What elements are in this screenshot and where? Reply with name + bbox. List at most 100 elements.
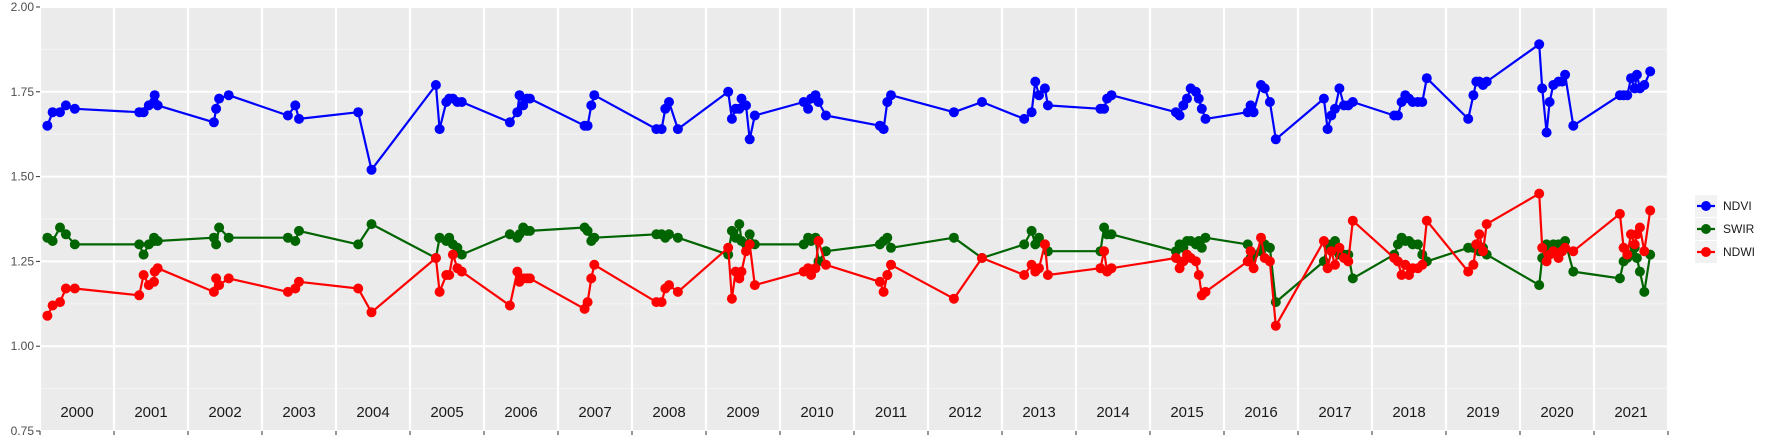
data-point <box>1099 103 1110 114</box>
data-point <box>512 266 523 277</box>
data-point <box>803 103 814 114</box>
data-point <box>820 110 831 121</box>
data-point <box>1534 39 1545 50</box>
year-label: 2019 <box>1466 404 1499 421</box>
data-point <box>1248 107 1259 118</box>
legend: NDVI SWIR NDWI <box>1695 195 1755 263</box>
data-point <box>42 310 53 321</box>
data-point <box>60 283 71 294</box>
data-point <box>1560 69 1571 80</box>
data-point <box>366 219 377 230</box>
data-point <box>430 253 441 263</box>
data-point <box>1270 320 1281 331</box>
data-point <box>152 100 163 111</box>
data-point <box>1392 110 1403 121</box>
data-point <box>294 276 304 287</box>
data-point <box>744 229 755 240</box>
data-point <box>1190 256 1201 267</box>
data-point <box>874 276 885 287</box>
data-point <box>208 286 219 297</box>
data-point <box>214 222 225 233</box>
year-label: 2020 <box>1540 404 1573 421</box>
data-point <box>1026 107 1037 118</box>
series-layer <box>42 39 1656 331</box>
data-point <box>366 164 377 175</box>
data-point <box>664 280 674 291</box>
year-label: 2001 <box>134 404 167 421</box>
data-point <box>1099 246 1110 257</box>
data-point <box>1614 208 1625 219</box>
data-point <box>1645 205 1656 216</box>
data-point <box>672 124 683 135</box>
data-point <box>586 100 597 111</box>
data-point <box>1622 249 1633 260</box>
data-point <box>294 113 304 124</box>
data-point <box>223 273 234 284</box>
data-point <box>664 97 674 107</box>
y-tick-label: 2.00 <box>11 0 35 14</box>
data-point <box>1330 103 1340 114</box>
data-point <box>138 107 149 118</box>
legend-key-point <box>1701 224 1711 234</box>
data-point <box>1026 225 1037 236</box>
data-point <box>504 117 515 128</box>
data-point <box>60 229 71 240</box>
data-point <box>1639 80 1650 90</box>
data-point <box>1039 239 1050 250</box>
data-point <box>886 242 896 253</box>
data-point <box>882 270 893 280</box>
data-point <box>1614 273 1625 284</box>
data-point <box>1560 242 1571 253</box>
data-point <box>977 253 987 263</box>
data-point <box>60 100 71 111</box>
year-label: 2009 <box>726 404 759 421</box>
data-point <box>1412 239 1423 250</box>
data-point <box>886 90 896 101</box>
data-point <box>138 270 149 280</box>
data-point <box>744 134 755 145</box>
data-point <box>820 259 831 270</box>
legend-label: NDVI <box>1723 199 1752 213</box>
data-point <box>810 263 821 274</box>
year-label: 2005 <box>430 404 463 421</box>
legend-key-swir <box>1695 218 1717 240</box>
data-point <box>47 236 58 246</box>
data-point <box>582 297 593 308</box>
data-point <box>1534 280 1545 291</box>
data-point <box>1568 246 1579 257</box>
data-point <box>1034 263 1044 274</box>
data-point <box>1468 90 1479 101</box>
year-label: 2004 <box>356 404 389 421</box>
data-point <box>1264 256 1275 267</box>
y-axis: 0.75 1.00 1.25 1.50 1.75 2.00 <box>11 0 40 438</box>
year-label: 2007 <box>578 404 611 421</box>
data-point <box>1421 215 1432 226</box>
data-point <box>664 229 674 240</box>
data-point <box>134 290 145 301</box>
year-label: 2016 <box>1244 404 1277 421</box>
data-point <box>1537 83 1548 94</box>
year-label: 2021 <box>1614 404 1647 421</box>
data-point <box>1270 134 1281 145</box>
year-label: 2012 <box>948 404 981 421</box>
data-point <box>444 270 455 280</box>
data-point <box>1193 270 1204 280</box>
data-point <box>1200 113 1211 124</box>
data-point <box>1639 286 1650 297</box>
data-point <box>1019 239 1030 250</box>
data-point <box>290 236 301 246</box>
data-point <box>69 283 80 294</box>
data-point <box>1242 256 1253 267</box>
data-point <box>353 283 364 294</box>
data-point <box>1318 236 1329 246</box>
data-point <box>434 124 445 135</box>
data-point <box>1544 97 1555 107</box>
data-point <box>149 276 159 287</box>
data-point <box>1106 263 1117 274</box>
data-point <box>512 107 523 118</box>
data-point <box>672 286 683 297</box>
data-point <box>1347 273 1358 284</box>
data-point <box>582 225 593 236</box>
data-point <box>589 232 600 243</box>
year-label: 2002 <box>208 404 241 421</box>
